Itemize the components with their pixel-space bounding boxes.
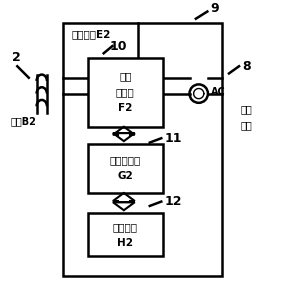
Text: G2: G2 [118,171,133,181]
Text: F2: F2 [118,103,132,113]
Text: 供电: 供电 [240,105,252,114]
Text: 12: 12 [164,195,182,208]
Bar [88,58,163,127]
Bar [118,133,130,135]
Text: AC: AC [211,87,226,97]
Text: 10: 10 [109,39,127,53]
Text: 11: 11 [164,132,182,145]
Text: 功率: 功率 [119,71,132,81]
Text: H2: H2 [117,238,133,248]
Text: 通讯模块: 通讯模块 [113,222,138,232]
Bar [88,213,163,256]
Text: 线圈B2: 线圈B2 [10,116,36,126]
Bar [88,144,163,193]
Text: 9: 9 [210,2,219,15]
Text: 8: 8 [242,60,251,73]
Bar [118,201,130,202]
Text: 2: 2 [12,51,20,64]
Text: 变换器: 变换器 [116,87,135,97]
Bar [63,23,222,276]
Text: 电源: 电源 [240,120,252,130]
Text: 充电控制器: 充电控制器 [110,156,141,166]
Text: 充电电路E2: 充电电路E2 [72,29,111,39]
